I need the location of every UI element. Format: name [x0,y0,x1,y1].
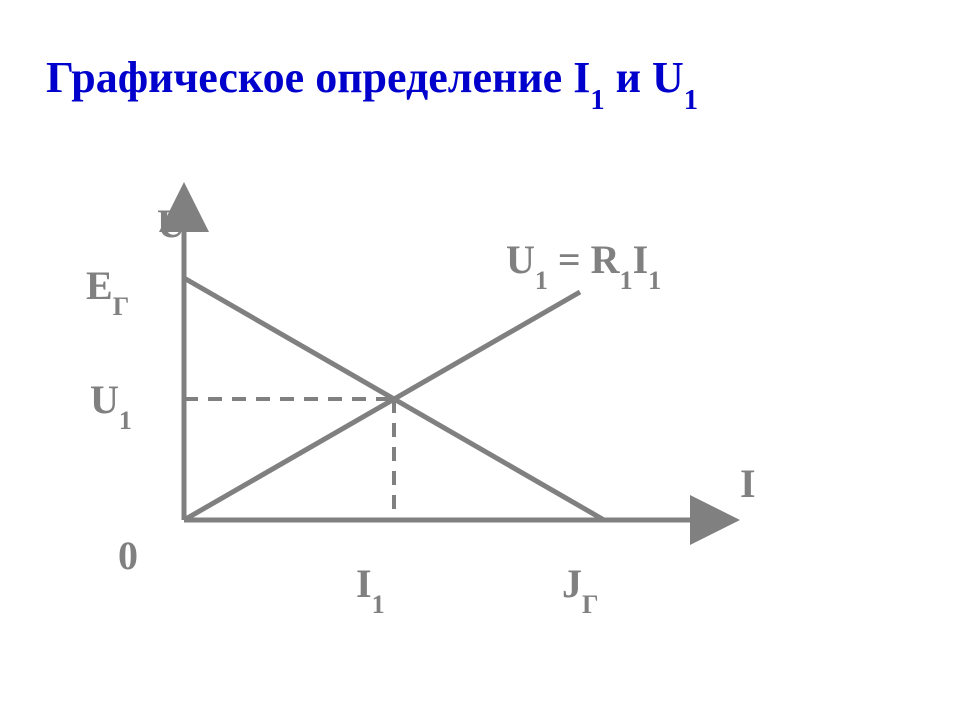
page-title: Графическое определение I1 и U1 [46,52,698,110]
title-sub-1: 1 [590,85,604,116]
label-Jg-sub: Г [582,590,599,619]
title-text-1: Графическое определение I [46,53,590,102]
label-U-axis-text: U [157,201,186,246]
eq-p4: I [633,237,649,282]
eq-p2: = R [548,237,620,282]
label-I1: I1 [356,560,385,613]
label-U1-sub: 1 [119,406,132,435]
label-U1-text: U [90,377,119,422]
label-Eg-sub: Г [113,292,130,321]
label-Jg-text: J [562,561,582,606]
label-equation: U1 = R1I1 [506,236,661,289]
label-I1-sub: 1 [372,590,385,619]
eq-p3: 1 [620,266,633,295]
label-U1: U1 [90,376,132,429]
label-I-axis-text: I [740,461,756,506]
load-line-chart [150,190,790,570]
label-zero: 0 [118,532,138,579]
label-Eg: ЕГ [86,262,129,315]
load-line [184,292,580,520]
label-I1-text: I [356,561,372,606]
eq-p0: U [506,237,535,282]
eq-p5: 1 [648,266,661,295]
label-zero-text: 0 [118,533,138,578]
title-sub-2: 1 [684,85,698,116]
title-text-2: и U [605,53,684,102]
label-Eg-text: Е [86,263,113,308]
eq-p1: 1 [535,266,548,295]
label-I-axis: I [740,460,756,507]
label-Jg: JГ [562,560,599,613]
label-U-axis: U [157,200,186,247]
